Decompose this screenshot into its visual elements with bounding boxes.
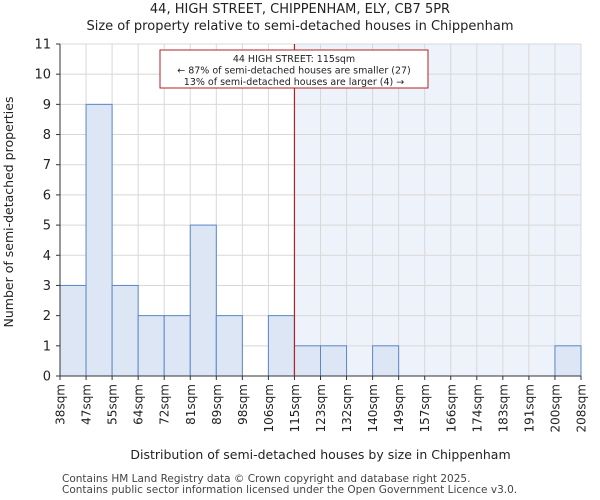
x-tick-label: 166sqm — [444, 384, 458, 432]
x-tick-label: 47sqm — [80, 384, 94, 425]
footer-copyright: Contains HM Land Registry data © Crown c… — [62, 473, 471, 485]
x-tick-label: 208sqm — [575, 384, 589, 432]
bar-123sqm — [320, 345, 348, 377]
bar-64sqm — [137, 315, 165, 377]
chart-title: 44, HIGH STREET, CHIPPENHAM, ELY, CB7 5P… — [149, 2, 451, 17]
x-tick-label: 123sqm — [314, 384, 328, 432]
y-tick-label: 7 — [43, 158, 51, 173]
annotation-box — [159, 49, 429, 89]
annotation-line-2: ← 87% of semi-detached houses are smalle… — [177, 66, 411, 77]
y-tick-label: 10 — [34, 68, 51, 83]
x-tick-label: 115sqm — [288, 384, 302, 432]
bar-115sqm — [293, 345, 322, 377]
y-tick-label: 1 — [43, 339, 51, 354]
x-tick-label: 98sqm — [236, 384, 250, 425]
x-tick-label: 72sqm — [158, 384, 172, 425]
bar-38sqm — [59, 284, 87, 377]
footer-licence: Contains public sector information licen… — [62, 484, 518, 496]
x-tick-label: 132sqm — [340, 384, 354, 432]
y-tick-label: 8 — [43, 128, 51, 143]
y-axis-title: Number of semi-detached properties — [1, 97, 16, 328]
x-tick-label: 140sqm — [366, 384, 380, 432]
x-tick-label: 174sqm — [470, 384, 484, 432]
x-tick-label: 200sqm — [548, 384, 562, 432]
annotation-line-3: 13% of semi-detached houses are larger (… — [184, 77, 404, 88]
y-tick-label: 6 — [43, 188, 51, 203]
y-tick-label: 4 — [43, 249, 51, 264]
x-tick-label: 64sqm — [132, 384, 146, 425]
x-tick-label: 81sqm — [184, 384, 198, 425]
x-tick-label: 38sqm — [54, 384, 68, 425]
y-tick-label: 9 — [43, 98, 51, 113]
y-tick-label: 11 — [34, 38, 51, 53]
bar-55sqm — [111, 284, 139, 377]
x-tick-label: 183sqm — [496, 384, 510, 432]
x-tick-label: 191sqm — [522, 384, 536, 432]
bar-140sqm — [372, 345, 400, 377]
y-tick-label: 2 — [43, 309, 51, 324]
bar-200sqm — [554, 345, 582, 377]
bar-72sqm — [163, 315, 191, 377]
x-tick-label: 55sqm — [106, 384, 120, 425]
chart-subtitle: Size of property relative to semi-detach… — [86, 19, 514, 34]
bar-81sqm — [189, 224, 217, 377]
larger-region-shade — [294, 44, 581, 376]
bar-106sqm — [267, 315, 295, 377]
y-tick-label: 3 — [43, 279, 51, 294]
y-tick-label: 5 — [43, 219, 51, 234]
y-tick-label: 0 — [43, 370, 51, 385]
bar-47sqm — [85, 103, 113, 377]
annotation-line-1: 44 HIGH STREET: 115sqm — [233, 54, 355, 65]
x-tick-label: 106sqm — [262, 384, 276, 432]
x-tick-label: 157sqm — [418, 384, 432, 432]
x-tick-label: 149sqm — [392, 384, 406, 432]
x-axis-title: Distribution of semi-detached houses by … — [130, 447, 510, 462]
x-tick-label: 89sqm — [210, 384, 224, 425]
bar-89sqm — [215, 315, 243, 377]
